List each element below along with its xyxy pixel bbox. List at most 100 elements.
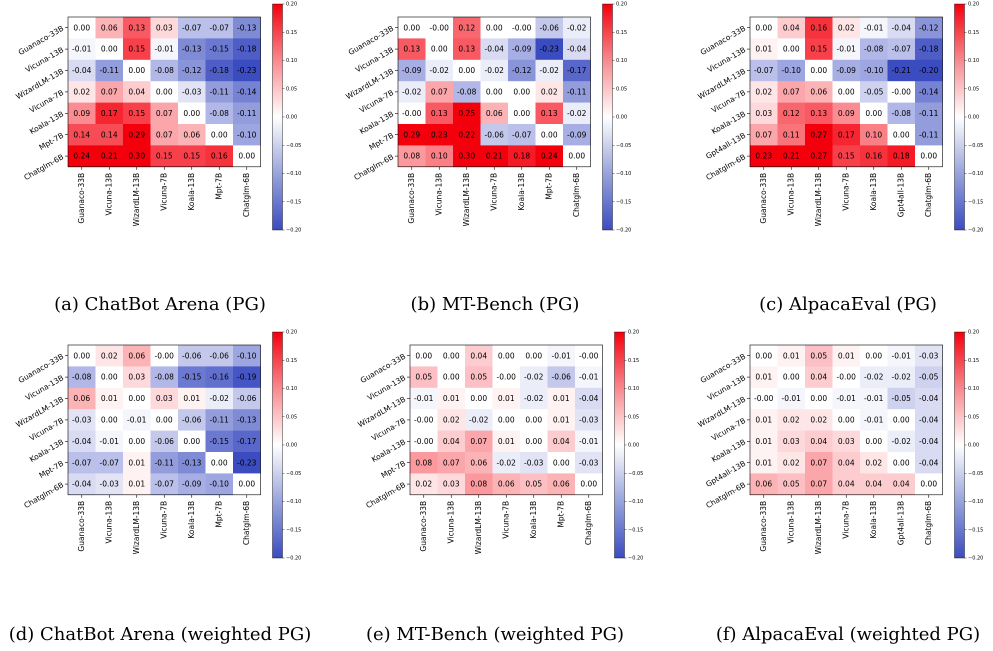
colorbar-tick-label: 0.15 (286, 358, 297, 364)
cell-value-label: -0.00 (837, 373, 857, 382)
colorbar-tick-label: 0.20 (616, 2, 627, 8)
heatmap-cell (508, 145, 536, 168)
heatmap-cell (150, 59, 179, 82)
heatmap-cell (915, 17, 943, 39)
heatmap-cell (777, 38, 806, 61)
cell-value-label: -0.01 (579, 437, 599, 446)
cell-value-label: 0.13 (128, 23, 145, 32)
heatmap-cell (832, 409, 861, 431)
cell-value-label: 0.29 (128, 130, 145, 139)
cell-value-label: -0.01 (100, 437, 120, 446)
cell-value-label: 0.07 (810, 458, 827, 467)
cell-value-label: 0.01 (443, 394, 460, 403)
colorbar (602, 3, 613, 231)
heatmap-cell (535, 17, 564, 39)
x-tick-label-mpt-7b: Mpt-7B (557, 501, 566, 528)
cell-value-label: 0.04 (783, 23, 800, 32)
cell-value-label: 0.03 (156, 23, 173, 32)
cell-value-label: 0.00 (443, 351, 460, 360)
cell-value-label: 0.01 (755, 458, 772, 467)
heatmap-cell (178, 59, 206, 82)
colorbar-tick-label: 0.10 (628, 386, 639, 392)
cell-value-label: -0.06 (237, 394, 257, 403)
heatmap-cell (832, 81, 861, 103)
heatmap-panel-2: 0.00 -0.00 0.12 0.00 -0.00 -0.06 -0.02 0.13 0.00… (344, 2, 631, 315)
cell-value-label: -0.01 (837, 394, 857, 403)
heatmap-cell (68, 81, 96, 103)
heatmap-cell (563, 81, 591, 103)
heatmap-cell (887, 38, 916, 61)
cell-value-label: -0.01 (552, 351, 572, 360)
heatmap-cell (123, 430, 151, 453)
heatmap-cell (860, 38, 888, 61)
heatmap-cell (425, 59, 454, 82)
cell-value-label: 0.00 (568, 152, 585, 161)
colorbar-tick-label: 0.00 (628, 443, 639, 449)
cell-value-label: 0.00 (580, 480, 597, 489)
cell-value-label: 0.00 (541, 130, 558, 139)
cell-value-label: 0.04 (838, 458, 855, 467)
cell-value-label: -0.01 (127, 416, 147, 425)
heatmap-cell (123, 345, 151, 367)
heatmap-cell (832, 38, 861, 61)
heatmap-panel-3: 0.00 0.04 0.16 0.02 -0.01 -0.04 -0.12 0.01 0.00 0… (696, 2, 983, 315)
heatmap-cell (563, 145, 591, 168)
panel-caption: (e) MT-Bench (weighted PG) (366, 624, 624, 645)
heatmap-cell (750, 17, 778, 39)
cell-value-label: 0.02 (810, 416, 827, 425)
cell-value-label: -0.01 (892, 351, 912, 360)
heatmap-cell (860, 145, 888, 168)
cell-value-label: 0.01 (755, 437, 772, 446)
cell-value-label: -0.02 (864, 373, 884, 382)
cell-value-label: 0.06 (498, 480, 515, 489)
y-tick-label-chatglm-6b: Chatglm-6B (22, 480, 65, 510)
cell-value-label: 0.00 (783, 45, 800, 54)
heatmap-cell (480, 38, 509, 61)
cell-value-label: -0.06 (552, 373, 572, 382)
cell-value-label: 0.02 (783, 458, 800, 467)
heatmap-cell (123, 409, 151, 431)
heatmap-cell (398, 102, 426, 125)
cell-value-label: 0.00 (238, 480, 255, 489)
cell-value-label: 0.08 (415, 458, 432, 467)
cell-value-label: 0.00 (865, 109, 882, 118)
cell-value-label: 0.04 (470, 351, 487, 360)
x-tick-label-mpt-7b: Mpt-7B (215, 501, 224, 528)
heatmap-cell (465, 430, 493, 453)
colorbar-tick-label: −0.15 (628, 527, 643, 533)
x-tick-label-gpt4all-13b: Gpt4all-13B (897, 173, 906, 217)
cell-value-label: -0.02 (497, 458, 517, 467)
cell-value-label: -0.03 (524, 458, 544, 467)
cell-value-label: 0.14 (73, 130, 90, 139)
cell-value-label: 0.08 (470, 480, 487, 489)
heatmap-cell (480, 17, 509, 39)
cell-value-label: 0.03 (128, 373, 145, 382)
heatmap-cell (233, 345, 261, 367)
cell-value-label: 0.07 (156, 130, 173, 139)
cell-value-label: 0.07 (810, 480, 827, 489)
cell-value-label: -0.01 (837, 45, 857, 54)
cell-value-label: 0.01 (498, 394, 515, 403)
heatmap-cell (178, 17, 206, 39)
heatmap-cell (887, 387, 916, 410)
cell-value-label: -0.03 (579, 458, 599, 467)
cell-value-label: 0.00 (156, 416, 173, 425)
cell-value-label: -0.02 (210, 394, 230, 403)
heatmap-cell (410, 409, 438, 431)
cell-value-label: -0.07 (892, 45, 912, 54)
heatmap-cell (915, 430, 943, 453)
heatmap-cell (398, 124, 426, 146)
cell-value-label: -0.20 (919, 66, 939, 75)
heatmap-cell (777, 145, 806, 168)
cell-value-label: 0.24 (541, 152, 558, 161)
cell-value-label: 0.15 (838, 152, 855, 161)
cell-value-label: 0.05 (415, 373, 432, 382)
heatmap-cell (150, 38, 179, 61)
heatmap-cell (150, 81, 179, 103)
heatmap-cell (520, 345, 548, 367)
cell-value-label: 0.01 (755, 45, 772, 54)
cell-value-label: -0.01 (864, 416, 884, 425)
cell-value-label: 0.04 (893, 480, 910, 489)
cell-value-label: -0.23 (237, 458, 257, 467)
